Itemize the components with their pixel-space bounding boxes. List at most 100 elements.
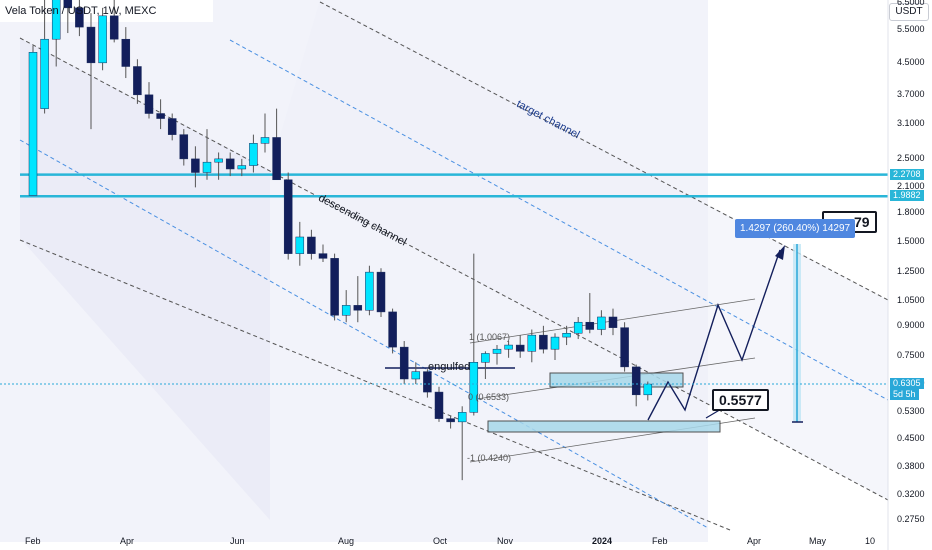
candle-body <box>249 143 258 166</box>
candle-body <box>272 137 281 181</box>
candle-body <box>504 344 513 350</box>
y-tick-label: 4.5000 <box>897 56 925 67</box>
y-tick-label: 3.1000 <box>897 117 925 128</box>
candle-body <box>51 0 61 40</box>
candle-body <box>597 316 606 330</box>
candle-body <box>423 371 432 393</box>
candle-body <box>295 236 305 254</box>
countdown-tag: 5d 5h <box>890 388 919 400</box>
candle-body <box>388 311 397 348</box>
candle-body <box>411 371 421 380</box>
x-tick-label: May <box>809 536 827 546</box>
supply-zone <box>549 372 684 388</box>
x-tick-label: Aug <box>338 536 355 546</box>
candle-body <box>318 253 328 259</box>
candle-body <box>109 15 119 40</box>
symbol-title: Vela Token / USDT, 1W, MEXC <box>5 5 157 17</box>
candle-body <box>585 321 595 330</box>
level-price-tag: 2.2708 <box>890 168 924 180</box>
candle-body <box>376 271 386 313</box>
candle-body <box>86 26 96 64</box>
candle-body <box>214 158 223 163</box>
y-tick-label: 1.8000 <box>897 206 925 217</box>
y-tick-label: 0.4500 <box>897 433 925 444</box>
candle-body <box>341 305 351 316</box>
candle-body <box>63 0 73 9</box>
projection-path <box>647 249 781 421</box>
y-tick-label: 0.5300 <box>897 406 925 417</box>
y-tick-label: 0.7500 <box>897 349 925 360</box>
y-tick-label: 2.5000 <box>897 152 925 163</box>
y-tick-label: 1.0500 <box>897 294 925 305</box>
y-tick-label: 0.3200 <box>897 488 925 499</box>
measure-label: 1.4297 (260.40%) 14297 <box>735 219 856 238</box>
candle-body <box>167 118 177 135</box>
candle-body <box>608 316 618 328</box>
candle-body <box>330 258 339 316</box>
candle-body <box>307 236 316 254</box>
candle-body <box>191 158 200 173</box>
channel-midline <box>19 139 709 529</box>
current-price-tag: 0.6305 <box>890 377 924 389</box>
candle-body <box>28 52 38 196</box>
candle-body <box>481 353 490 363</box>
currency-button[interactable]: USDT <box>889 3 929 21</box>
engulfed-label: engulfed <box>428 361 471 373</box>
candle-body <box>492 348 502 354</box>
candle-body <box>550 336 560 350</box>
candle-body <box>260 137 270 144</box>
level-price-tag: 1.9882 <box>890 190 924 202</box>
candle-body <box>98 15 107 64</box>
candle-body <box>353 305 363 311</box>
x-tick-label: 10 <box>865 536 876 546</box>
target-channel-fill <box>270 0 888 500</box>
y-tick-label: 1.5000 <box>897 236 925 247</box>
candle-body <box>434 391 444 419</box>
candle-body <box>179 134 189 160</box>
candle-body <box>121 38 131 67</box>
candle-body <box>202 161 212 173</box>
candle-body <box>156 113 165 119</box>
y-tick-label: 0.3800 <box>897 460 925 471</box>
candle-body <box>446 418 455 423</box>
candle-body <box>631 366 641 396</box>
candle-body <box>469 362 479 413</box>
candle-body <box>237 165 247 170</box>
target-price-label: 0.5577 <box>712 389 769 411</box>
candle-body <box>283 179 293 254</box>
demand-zone <box>487 420 721 433</box>
x-tick-label: 2024 <box>592 536 613 546</box>
candle-body <box>643 383 653 396</box>
y-tick-label: 0.9000 <box>897 319 925 330</box>
candle-body <box>527 334 537 352</box>
x-tick-label: Nov <box>497 536 514 546</box>
candle-body <box>573 321 583 334</box>
y-tick-label: 6.5000 <box>897 0 925 7</box>
candle-body <box>620 327 629 368</box>
y-tick-label: 2.1000 <box>897 181 925 192</box>
fib-1-label: 1 (1.0067) <box>469 332 511 342</box>
channel-midline <box>229 39 889 401</box>
candle-body <box>562 332 571 338</box>
x-tick-label: Oct <box>433 536 448 546</box>
x-tick-label: Feb <box>25 536 41 546</box>
y-tick-label: 1.2500 <box>897 266 925 277</box>
fib-neg1-label: -1 (0.4240) <box>467 453 512 463</box>
candle-body <box>399 346 409 380</box>
candle-body <box>457 412 467 423</box>
x-tick-label: Feb <box>652 536 668 546</box>
candle-body <box>515 344 525 352</box>
candle-body <box>539 334 548 350</box>
projection-arrowhead <box>775 245 785 260</box>
candle-body <box>144 94 154 114</box>
fib-0-label: 0 (0.6533) <box>468 392 510 402</box>
y-tick-label: 5.5000 <box>897 24 925 35</box>
candle-body <box>365 271 374 311</box>
x-tick-label: Jun <box>230 536 245 546</box>
channel-line <box>19 239 731 531</box>
candle-body <box>133 66 142 96</box>
candle-body <box>225 158 235 170</box>
y-tick-label: 3.7000 <box>897 88 925 99</box>
x-tick-label: Apr <box>120 536 135 546</box>
